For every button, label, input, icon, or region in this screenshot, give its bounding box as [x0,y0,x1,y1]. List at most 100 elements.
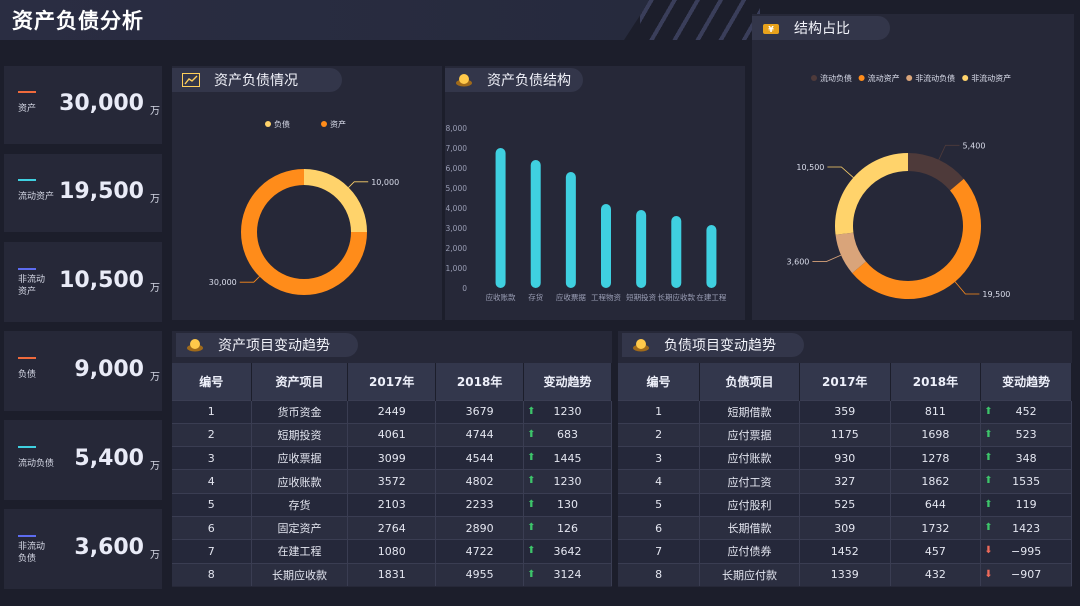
trend-value: 130 [557,498,579,512]
table-cell: 1732 [890,515,982,540]
trend-cell: ⬇ −907 [980,562,1072,587]
table-cell: 4 [618,469,701,494]
assets-trend-panel: 资产项目变动趋势 编号 资产项目 2017年 2018年 变动趋势 1 货币资金 2449 36… [172,331,612,587]
bulb-icon [186,338,204,352]
table-cell: 4 [172,469,252,494]
table-cell: 1452 [799,539,891,564]
column-header: 资产项目 [251,363,349,400]
trend-value: 119 [1015,498,1037,512]
trend-cell: ⬆ 3642 [523,539,612,564]
kpi-unit: 万 [150,194,160,205]
table-cell: 4955 [435,562,525,587]
table-row: 1 短期借款 359 811 ⬆ 452 [618,399,1072,424]
kpi-card: 非流动 负债 3,600 万 [4,509,162,589]
arrow-up-icon: ⬆ [984,452,993,464]
legend-marker [321,121,327,127]
legend-marker [265,121,271,127]
table-row: 8 长期应收款 1831 4955 ⬆ 3124 [172,562,612,587]
donut-slice [835,232,867,274]
table-cell: 7 [618,539,701,564]
table-row: 3 应付账款 930 1278 ⬆ 348 [618,446,1072,470]
table-cell: 4802 [435,469,525,494]
x-tick-label: 应收账款 [486,292,516,302]
table-cell: 525 [799,492,891,517]
table-row: 6 长期借款 309 1732 ⬆ 1423 [618,515,1072,540]
table-cell: 3572 [347,469,437,494]
table-cell: 6 [172,515,252,540]
trend-value: 1445 [553,451,582,465]
arrow-down-icon: ⬇ [984,568,993,580]
x-tick-label: 工程物资 [591,292,621,302]
table-cell: 6 [618,515,701,540]
trend-cell: ⬆ 452 [980,399,1072,424]
trend-cell: ⬆ 1535 [980,469,1072,494]
bulb-icon [455,73,473,87]
assets-table-wrap: 编号 资产项目 2017年 2018年 变动趋势 1 货币资金 2449 3679 ⬆ 1230 2 短… [172,363,612,587]
leader-line [348,181,369,188]
panel-title: 负债项目变动趋势 [622,333,804,357]
x-tick-label: 长期应收款 [658,292,696,302]
table-cell: 811 [890,399,982,424]
panel-title-text: 资产负债结构 [487,73,571,89]
legend-label: 负债 [274,119,290,129]
donut-slice [303,169,367,233]
slice-label: 10,000 [371,178,399,187]
panel-title-text: 资产负债情况 [214,73,298,89]
arrow-up-icon: ⬆ [527,428,536,440]
slice-label: 19,500 [982,290,1010,299]
donut-slice [835,153,909,235]
table-cell: 短期投资 [251,422,349,447]
arrow-up-icon: ⬆ [984,405,993,417]
line-chart-icon [182,73,200,87]
y-tick-label: 5,000 [446,184,468,193]
column-header: 编号 [618,363,701,400]
arrow-up-icon: ⬆ [527,498,536,510]
table-cell: 4744 [435,422,525,447]
bar [636,210,647,288]
table-cell: 短期借款 [699,399,800,424]
kpi-value: 30,000 [59,91,144,116]
page-title: 资产负债分析 [12,9,144,33]
table-cell: 在建工程 [251,539,349,564]
x-tick-label: 应收票据 [556,292,586,302]
kpi-card: 非流动 资产 10,500 万 [4,242,162,322]
table-cell: 2103 [347,492,437,517]
trend-value: 348 [1015,451,1037,465]
legend-label: 流动资产 [868,73,900,83]
table-cell: 应付账款 [699,446,800,470]
table-cell: 4722 [435,539,525,564]
kpi-card: 流动负债 5,400 万 [4,420,162,500]
table-cell: 2233 [435,492,525,517]
kpi-accent-bar [18,446,36,448]
table-row: 5 存货 2103 2233 ⬆ 130 [172,492,612,517]
leader-line [827,166,854,178]
kpi-card: 负债 9,000 万 [4,331,162,411]
trend-cell: ⬆ 130 [523,492,612,517]
kpi-card: 流动资产 19,500 万 [4,154,162,232]
slice-label: 3,600 [786,258,809,267]
panel-title-text: 资产项目变动趋势 [218,338,330,354]
trend-value: 683 [557,428,579,442]
arrow-up-icon: ⬆ [527,475,536,487]
y-tick-label: 2,000 [446,244,468,253]
bar [530,160,541,288]
table-cell: 应付股利 [699,492,800,517]
arrow-up-icon: ⬆ [984,475,993,487]
table-cell: 长期应付款 [699,562,800,587]
legend-label: 资产 [330,119,346,129]
table-cell: 2890 [435,515,525,540]
table-cell: 4061 [347,422,437,447]
table-cell: 1175 [799,422,891,447]
leader-line [938,144,960,160]
trend-cell: ⬆ 3124 [523,562,612,587]
trend-value: 126 [557,521,579,535]
trend-value: 1230 [553,405,582,419]
table-row: 4 应付工资 327 1862 ⬆ 1535 [618,469,1072,494]
table-cell: 930 [799,446,891,470]
legend-marker [962,75,969,81]
table-cell: 457 [890,539,982,564]
x-tick-label: 存货 [528,292,543,302]
column-header: 编号 [172,363,252,400]
table-cell: 5 [172,492,252,517]
table-cell: 1278 [890,446,982,470]
